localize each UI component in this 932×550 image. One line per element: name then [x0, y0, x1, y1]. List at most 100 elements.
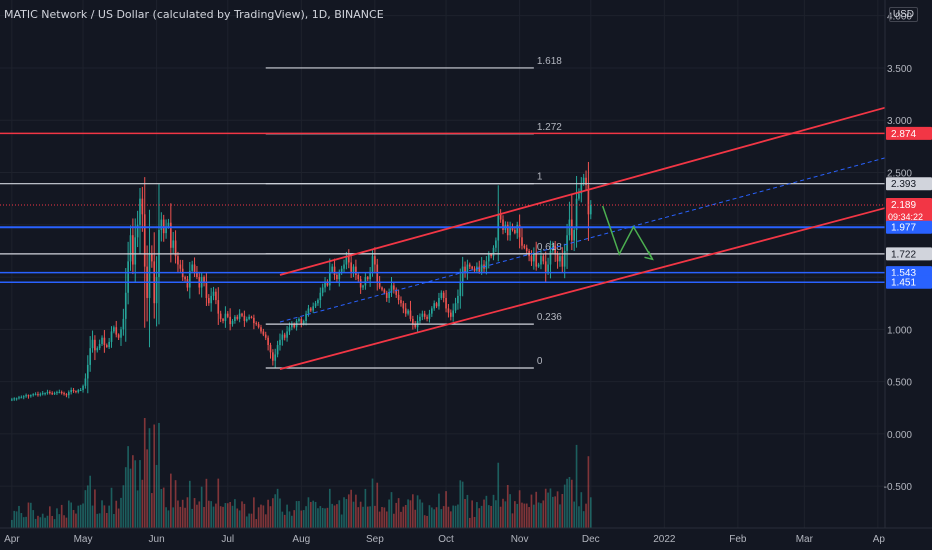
candle-body [222, 318, 224, 321]
candle-body [589, 204, 592, 215]
volume-bar [250, 513, 253, 528]
price-label-value: 2.393 [891, 179, 916, 190]
volume-bar [167, 510, 170, 528]
candle-body [276, 345, 279, 355]
candle-body [27, 395, 30, 397]
candle-body [260, 327, 262, 332]
volume-bar [582, 511, 585, 528]
candle-body [509, 226, 511, 236]
volume-bar [452, 505, 455, 528]
channel-middle-line [279, 157, 886, 323]
candle-body [248, 316, 250, 319]
fib-level-label: 0.618 [537, 242, 562, 253]
volume-bar [516, 503, 519, 528]
volume-bar [402, 506, 405, 528]
time-axis: Apr May Jun Jul Aug Sep Oct Nov Dec 2022 Feb Mar Ap [0, 527, 932, 550]
candle-body [224, 313, 227, 321]
volume-bar [328, 488, 331, 528]
volume-bar [177, 500, 179, 528]
volume-bar [312, 500, 315, 528]
projection-arrow [601, 205, 654, 261]
candle-body [293, 324, 296, 328]
volume-bar [219, 506, 222, 528]
volume-bar [331, 503, 334, 528]
volume-bar [397, 498, 400, 528]
candle-body [84, 378, 87, 386]
price-label-bg [886, 126, 932, 140]
volume-bar [70, 502, 73, 528]
currency-label[interactable]: USD [888, 7, 918, 22]
price-axis-tick: 0.000 [887, 430, 912, 441]
volume-bar [96, 513, 99, 528]
time-axis-tick: May [74, 534, 93, 545]
channel-upper-line [279, 106, 886, 276]
candle-body [226, 313, 229, 317]
candle-body [502, 219, 504, 231]
volume-bar [333, 505, 336, 528]
candle-body [186, 279, 189, 288]
volume-bar [153, 424, 156, 528]
volume-bar [559, 504, 561, 528]
volume-bar [378, 511, 381, 528]
volume-bar [369, 506, 371, 528]
volume-bar [13, 510, 16, 528]
candle-body [120, 329, 122, 338]
candle-body [291, 324, 293, 328]
volume-bar [58, 514, 61, 528]
candle-body [530, 256, 533, 262]
volume-bar [18, 505, 20, 528]
volume-bar [203, 506, 205, 528]
volume-bar [461, 481, 464, 528]
volume-bar [414, 509, 417, 528]
candle-body [364, 277, 367, 286]
candle-body [143, 214, 146, 267]
volume-bar [309, 501, 312, 528]
volume-bar [210, 501, 212, 528]
candle-body [570, 219, 573, 241]
volume-bar [234, 499, 236, 528]
volume-bar [412, 494, 414, 528]
parallel-channel [279, 106, 886, 370]
candle-body [96, 348, 99, 351]
volume-bar [198, 501, 201, 528]
candle-body [207, 297, 210, 304]
candle-body [499, 214, 502, 220]
candle-body [70, 389, 73, 393]
volume-bar [226, 503, 229, 528]
volume-bar [15, 511, 18, 528]
price-axis-tick: 4.000 [887, 12, 912, 23]
candle-body [305, 313, 307, 321]
volume-bar [423, 515, 426, 528]
candle-body [212, 291, 215, 296]
candle-body [390, 285, 393, 293]
candle-body [302, 320, 305, 325]
time-axis-tick: Sep [366, 534, 384, 545]
volume-bar [200, 486, 203, 528]
volume-bar [383, 507, 386, 528]
volume-bar [281, 511, 284, 528]
candle-body [445, 297, 447, 309]
candle-body [210, 295, 212, 304]
volume-bar [231, 505, 234, 528]
volume-bar [487, 505, 490, 528]
volume-bar [492, 494, 495, 528]
candle-body [101, 337, 103, 344]
candle-body [236, 316, 239, 319]
volume-bar [457, 504, 459, 528]
volume-bar [77, 505, 80, 528]
volume-bar [241, 501, 243, 528]
volume-bar [300, 510, 303, 528]
volume-bar [212, 506, 215, 528]
volume-bar [442, 506, 445, 528]
volume-bar [51, 515, 54, 528]
candle-body [184, 277, 186, 280]
candle-body [533, 254, 535, 262]
candle-body [471, 266, 473, 269]
candle-body [547, 264, 549, 272]
volume-bar [573, 501, 576, 528]
volume-bar [181, 499, 184, 528]
volume-bar [186, 497, 189, 528]
volume-bar [495, 500, 497, 528]
candle-body [41, 393, 44, 395]
